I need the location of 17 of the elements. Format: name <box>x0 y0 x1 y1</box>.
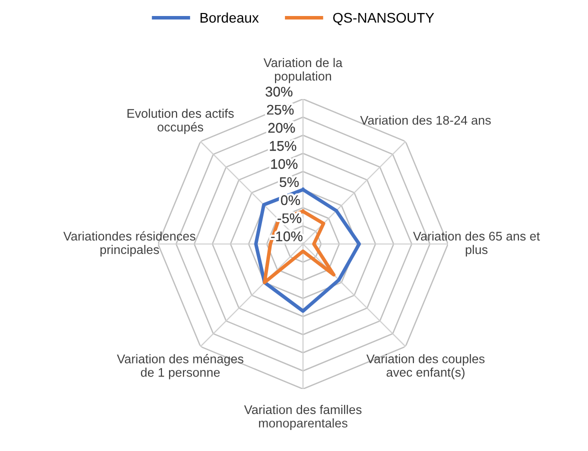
spoke-label: Variation des 65 ans et plus <box>413 231 540 257</box>
spoke-label: Variation des couples avec enfant(s) <box>366 354 485 380</box>
y-tick-label: 15% <box>270 141 296 151</box>
legend-label: Bordeaux <box>200 12 259 23</box>
y-tick-label: 25% <box>267 104 294 115</box>
y-tick-label: 10% <box>271 159 298 169</box>
spoke-label: Evolution des actifs occupés <box>128 108 234 134</box>
y-tick-label: 5% <box>280 177 299 188</box>
spoke-label: Variation des ménages de 1 personne <box>116 354 244 380</box>
legend-label: QS-NANSOUTY <box>333 12 434 26</box>
y-tick-label: 30% <box>266 86 292 97</box>
y-tick-label: 0% <box>280 195 300 206</box>
spoke-label: Variationdes résidences principales <box>63 231 196 257</box>
y-tick-label: 20% <box>268 122 295 133</box>
spoke-label: Variation des familles monoparentales <box>244 404 362 430</box>
spoke-label: Variation de la population <box>264 58 342 84</box>
spoke-label: Variation des 18-24 ans <box>360 116 491 125</box>
